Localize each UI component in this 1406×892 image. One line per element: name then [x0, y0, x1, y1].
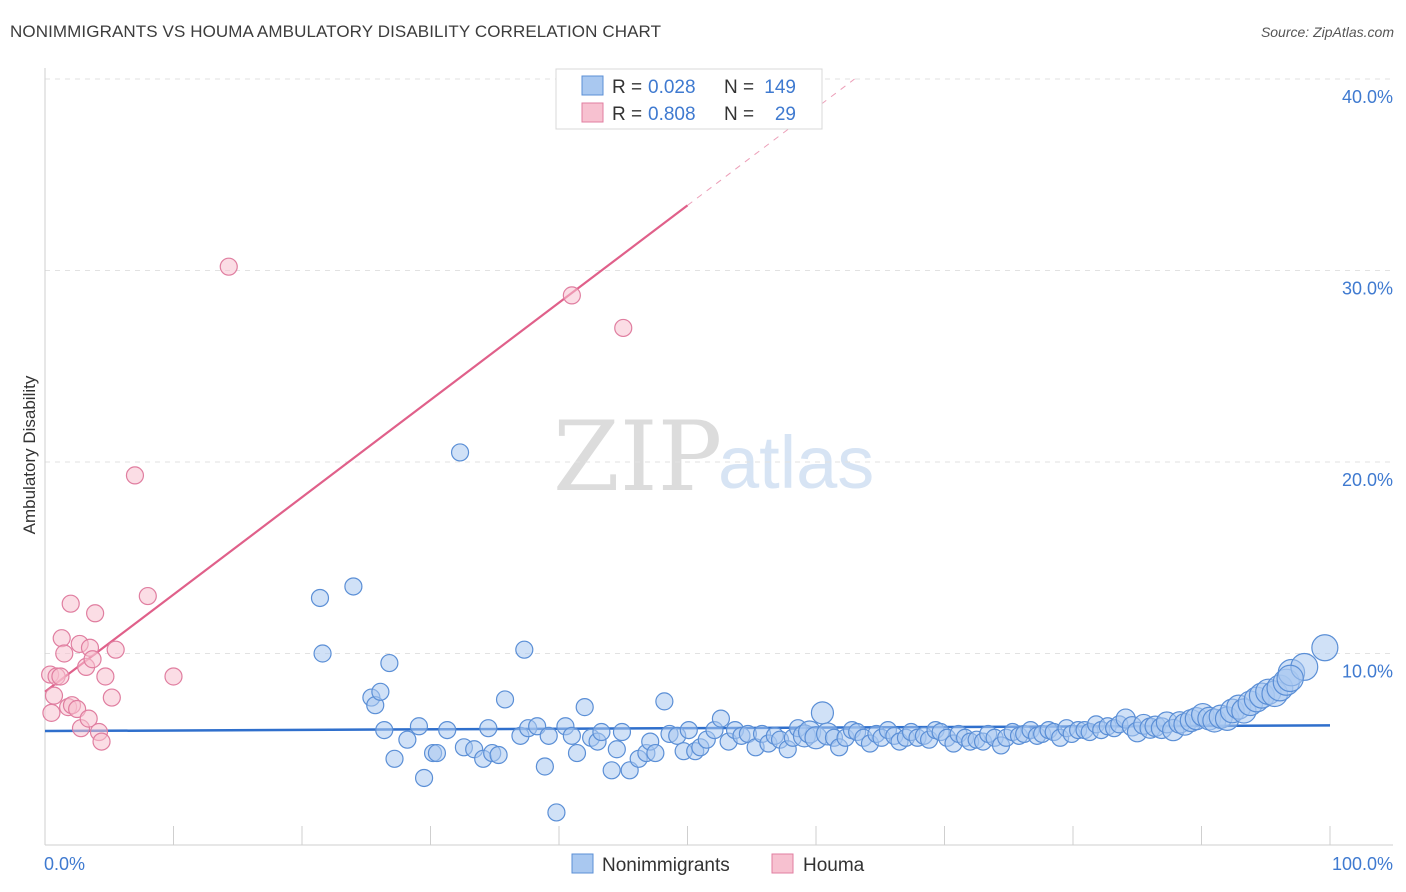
nonimmigrants-point [612, 722, 632, 742]
nonimmigrants-points [310, 443, 1339, 822]
nonimmigrants-point [409, 717, 429, 736]
nonimmigrants-point [679, 720, 698, 740]
nonimmigrants-point [535, 757, 554, 776]
houma-point [106, 640, 125, 659]
chart-source: Source: ZipAtlas.com [1260, 24, 1394, 40]
nonimmigrants-point [655, 692, 674, 711]
houma-point [138, 586, 157, 606]
stats-legend: R = 0.028 N = 149 R = 0.808 N = 29 [555, 68, 823, 130]
nonimmigrants-point [810, 701, 835, 725]
y-tick-labels: 10.0% 20.0% 30.0% 40.0% [1342, 87, 1393, 682]
houma-point [42, 703, 61, 722]
legend-swatch-nonimmigrants [581, 75, 604, 96]
houma-point [86, 604, 105, 623]
bottom-legend-label-nonimmigrants: Nonimmigrants [602, 855, 730, 876]
houma-point [92, 732, 111, 751]
x-tick-label-100: 100.0% [1332, 854, 1393, 874]
nonimmigrants-point [711, 709, 731, 728]
houma-point [102, 688, 121, 707]
nonimmigrants-point [310, 588, 330, 608]
bottom-legend-swatch-nonimmigrants [571, 853, 594, 874]
nonimmigrants-point [398, 730, 417, 749]
nonimmigrants-point [592, 722, 611, 742]
nonimmigrants-point [646, 743, 665, 763]
y-axis-label: Ambulatory Disability [20, 375, 39, 534]
nonimmigrants-point [438, 720, 457, 740]
houma-point [125, 466, 145, 485]
nonimmigrants-point [575, 698, 594, 717]
houma-point [44, 686, 64, 705]
nonimmigrants-point [562, 726, 581, 745]
nonimmigrants-point [427, 743, 447, 763]
legend-r-label-1: R = [612, 77, 642, 98]
bottom-legend-swatch-houma [771, 853, 794, 874]
nonimmigrants-point [385, 749, 404, 768]
houma-point [614, 318, 633, 338]
x-tick-label-0: 0.0% [44, 854, 85, 874]
legend-n-label-1: N = [724, 77, 754, 98]
houma-point [96, 667, 115, 686]
houma-points [41, 257, 633, 751]
nonimmigrants-point [607, 740, 626, 759]
nonimmigrants-point [414, 768, 434, 788]
nonimmigrants-point [602, 761, 621, 780]
houma-point [61, 594, 80, 613]
nonimmigrants-point [1311, 634, 1339, 662]
y-tick-label-30: 30.0% [1342, 279, 1393, 299]
grid [45, 78, 1393, 654]
y-tick-label-40: 40.0% [1342, 87, 1393, 107]
nonimmigrants-point [1276, 664, 1304, 693]
houma-point [562, 286, 581, 305]
houma-point [52, 629, 71, 648]
legend-r-label-2: R = [612, 104, 642, 125]
legend-n-value-2: 29 [775, 104, 796, 125]
nonimmigrants-point [547, 803, 566, 822]
bottom-legend-label-houma: Houma [803, 855, 865, 876]
nonimmigrants-point [375, 720, 394, 740]
watermark-zip: ZIP [553, 401, 722, 513]
nonimmigrants-point [539, 726, 558, 745]
y-tick-label-20: 20.0% [1342, 470, 1393, 490]
nonimmigrants-point [371, 682, 390, 701]
houma-point [219, 257, 238, 276]
legend-swatch-houma [581, 102, 604, 123]
houma-point [51, 667, 70, 686]
houma-point [55, 644, 74, 663]
nonimmigrants-point [489, 745, 508, 765]
nonimmigrants-point [313, 644, 332, 663]
nonimmigrants-point [495, 690, 515, 709]
legend-r-value-1: 0.028 [648, 77, 696, 98]
houma-trend-line [44, 204, 689, 693]
legend-n-value-1: 149 [764, 77, 796, 98]
series-legend: Nonimmigrants Houma [571, 853, 865, 876]
legend-n-label-2: N = [724, 104, 754, 125]
chart-title: NONIMMIGRANTS VS HOUMA AMBULATORY DISABI… [10, 22, 662, 41]
nonimmigrants-point [450, 443, 470, 462]
houma-point [83, 650, 102, 669]
nonimmigrants-point [479, 719, 498, 738]
houma-point [164, 667, 183, 686]
nonimmigrants-point [380, 653, 399, 673]
nonimmigrants-point [344, 577, 363, 596]
y-tick-label-10: 10.0% [1342, 662, 1393, 682]
legend-r-value-2: 0.808 [648, 104, 696, 125]
nonimmigrants-point [567, 743, 587, 763]
nonimmigrants-point [515, 640, 534, 659]
houma-point [79, 709, 98, 728]
